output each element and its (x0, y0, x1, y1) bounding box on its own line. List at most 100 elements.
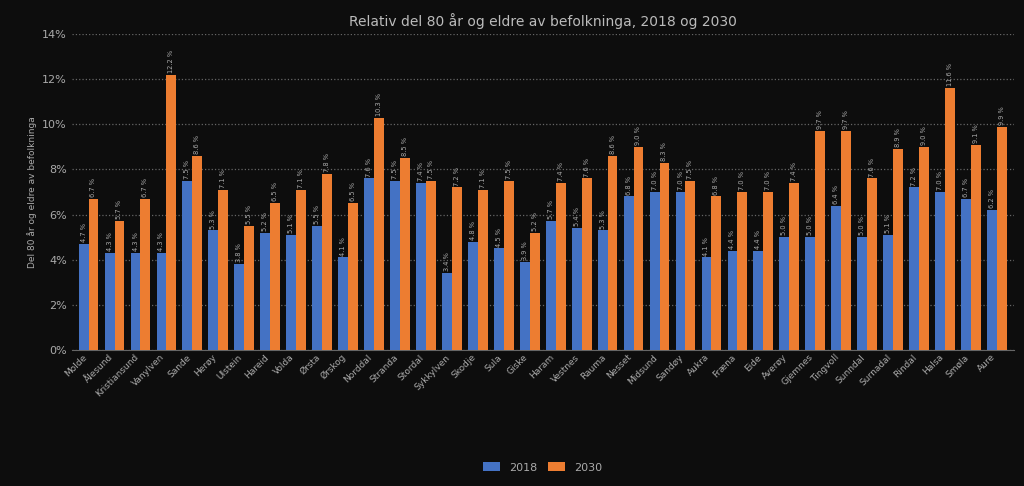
Text: 7.1 %: 7.1 % (298, 169, 304, 188)
Legend: 2018, 2030: 2018, 2030 (479, 458, 606, 477)
Text: 4.1 %: 4.1 % (703, 237, 710, 256)
Text: 5.2 %: 5.2 % (531, 212, 538, 231)
Text: 4.7 %: 4.7 % (81, 223, 87, 242)
Bar (478, 190, 487, 350)
Bar (131, 253, 140, 350)
Text: 7.2 %: 7.2 % (454, 167, 460, 186)
Bar (831, 206, 841, 350)
Bar (556, 183, 565, 350)
Text: 7.1 %: 7.1 % (480, 169, 485, 188)
Bar (971, 144, 981, 350)
Text: 4.5 %: 4.5 % (496, 227, 502, 246)
Text: 7.4 %: 7.4 % (418, 162, 424, 181)
Bar (416, 183, 426, 350)
Bar (582, 178, 592, 350)
Text: 4.4 %: 4.4 % (729, 230, 735, 249)
Bar (245, 226, 254, 350)
Text: 6.8 %: 6.8 % (714, 175, 719, 195)
Bar (997, 126, 1007, 350)
Bar (390, 181, 400, 350)
Bar (234, 264, 245, 350)
Bar (546, 221, 556, 350)
Text: 5.0 %: 5.0 % (781, 216, 787, 235)
Bar (400, 158, 410, 350)
Bar (79, 244, 88, 350)
Bar (426, 181, 436, 350)
Text: 7.5 %: 7.5 % (392, 160, 398, 179)
Text: 5.0 %: 5.0 % (807, 216, 813, 235)
Text: 7.5 %: 7.5 % (687, 160, 693, 179)
Bar (287, 235, 296, 350)
Bar (167, 75, 176, 350)
Text: 4.4 %: 4.4 % (756, 230, 762, 249)
Text: 4.3 %: 4.3 % (106, 232, 113, 251)
Text: 8.6 %: 8.6 % (609, 135, 615, 154)
Bar (867, 178, 877, 350)
Bar (374, 118, 384, 350)
Text: 7.6 %: 7.6 % (367, 157, 372, 176)
Text: 4.3 %: 4.3 % (159, 232, 165, 251)
Text: 3.4 %: 3.4 % (444, 253, 450, 271)
Bar (884, 235, 893, 350)
Text: 4.3 %: 4.3 % (132, 232, 138, 251)
Text: 5.1 %: 5.1 % (885, 214, 891, 233)
Text: 6.5 %: 6.5 % (272, 182, 279, 201)
Text: 5.3 %: 5.3 % (600, 209, 605, 228)
Bar (634, 147, 643, 350)
Text: 5.7 %: 5.7 % (548, 201, 554, 220)
Bar (676, 192, 685, 350)
Text: 7.0 %: 7.0 % (765, 171, 771, 190)
Text: 7.6 %: 7.6 % (869, 157, 876, 176)
Text: 7.5 %: 7.5 % (428, 160, 434, 179)
Text: 6.4 %: 6.4 % (834, 185, 840, 204)
Bar (88, 199, 98, 350)
Bar (659, 163, 670, 350)
Text: 5.7 %: 5.7 % (117, 201, 123, 220)
Text: 7.6 %: 7.6 % (584, 157, 590, 176)
Bar (598, 230, 607, 350)
Bar (624, 196, 634, 350)
Text: 3.9 %: 3.9 % (522, 242, 527, 260)
Text: 3.8 %: 3.8 % (237, 243, 243, 262)
Bar (987, 210, 997, 350)
Bar (494, 248, 504, 350)
Bar (104, 253, 115, 350)
Bar (323, 174, 332, 350)
Text: 9.9 %: 9.9 % (998, 106, 1005, 125)
Bar (893, 149, 903, 350)
Bar (815, 131, 825, 350)
Text: 7.0 %: 7.0 % (739, 171, 745, 190)
Bar (504, 181, 514, 350)
Text: 5.5 %: 5.5 % (246, 205, 252, 224)
Text: 4.8 %: 4.8 % (470, 221, 476, 240)
Bar (712, 196, 721, 350)
Bar (754, 251, 763, 350)
Bar (529, 233, 540, 350)
Text: 8.3 %: 8.3 % (662, 142, 668, 161)
Bar (442, 273, 452, 350)
Text: 6.5 %: 6.5 % (350, 182, 356, 201)
Bar (805, 237, 815, 350)
Bar (365, 178, 374, 350)
Bar (348, 203, 358, 350)
Text: 9.7 %: 9.7 % (817, 110, 823, 129)
Text: 7.0 %: 7.0 % (937, 171, 943, 190)
Text: 8.6 %: 8.6 % (195, 135, 201, 154)
Bar (520, 262, 529, 350)
Text: 8.5 %: 8.5 % (401, 138, 408, 156)
Text: 7.4 %: 7.4 % (558, 162, 563, 181)
Text: 10.3 %: 10.3 % (376, 93, 382, 116)
Text: 7.5 %: 7.5 % (506, 160, 512, 179)
Text: 7.5 %: 7.5 % (184, 160, 190, 179)
Bar (571, 228, 582, 350)
Text: 9.0 %: 9.0 % (921, 126, 927, 145)
Bar (779, 237, 790, 350)
Text: 7.8 %: 7.8 % (324, 153, 330, 172)
Bar (140, 199, 151, 350)
Bar (649, 192, 659, 350)
Bar (857, 237, 867, 350)
Text: 9.7 %: 9.7 % (843, 110, 849, 129)
Bar (270, 203, 281, 350)
Bar (115, 221, 124, 350)
Text: 7.0 %: 7.0 % (678, 171, 684, 190)
